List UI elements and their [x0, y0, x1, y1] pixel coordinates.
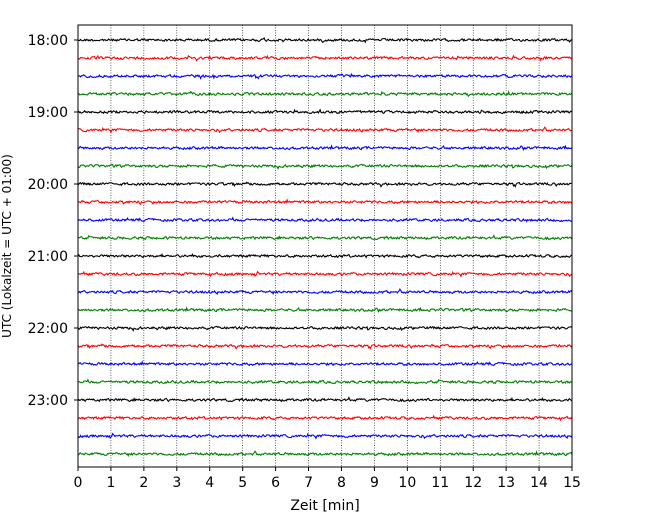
trace-2145 — [77, 306, 573, 313]
y-tick-label: 23:00 — [28, 393, 68, 409]
x-axis-label: Zeit [min] — [290, 498, 359, 514]
x-tick-label: 10 — [398, 475, 416, 491]
x-tick-label: 5 — [238, 475, 247, 491]
trace-2330 — [77, 432, 573, 440]
y-axis-label: UTC (Lokalzeit = UTC + 01:00) — [0, 154, 14, 338]
trace-1845 — [77, 90, 573, 98]
x-tick-label: 6 — [271, 475, 280, 491]
y-tick-label: 22:00 — [28, 321, 68, 337]
trace-1915 — [77, 126, 573, 134]
y-tick-label: 18:00 — [28, 33, 68, 49]
trace-1830 — [77, 72, 573, 80]
y-tick-label: 20:00 — [28, 177, 68, 193]
x-tick-label: 0 — [74, 475, 83, 491]
trace-2345 — [77, 450, 573, 458]
x-tick-label: 2 — [139, 475, 148, 491]
trace-2245 — [77, 378, 573, 385]
trace-2000 — [77, 181, 573, 189]
trace-2030 — [77, 216, 573, 223]
y-tick-label: 21:00 — [28, 249, 68, 265]
x-tick-label: 9 — [370, 475, 379, 491]
x-tick-label: 1 — [106, 475, 115, 491]
trace-1815 — [77, 54, 573, 62]
trace-2200 — [77, 325, 573, 332]
x-tick-label: 12 — [464, 475, 482, 491]
trace-2230 — [77, 360, 573, 367]
trace-2115 — [77, 270, 573, 278]
trace-2130 — [77, 288, 573, 296]
x-tick-label: 11 — [431, 475, 449, 491]
trace-layer — [77, 37, 573, 458]
x-tick-label: 15 — [563, 475, 581, 491]
plot-frame — [77, 24, 573, 468]
trace-2015 — [77, 198, 573, 205]
trace-2300 — [77, 396, 573, 403]
x-tick-label: 7 — [304, 475, 313, 491]
x-tick-label: 3 — [172, 475, 181, 491]
trace-1800 — [77, 37, 573, 44]
trace-2100 — [77, 252, 572, 259]
trace-2215 — [77, 343, 573, 351]
x-axis: 0 1 2 3 4 5 6 7 8 9 10 11 12 13 14 15 — [74, 467, 581, 491]
y-tick-label: 19:00 — [28, 105, 68, 121]
trace-1930 — [77, 144, 573, 151]
x-tick-label: 14 — [530, 475, 548, 491]
x-tick-label: 8 — [337, 475, 346, 491]
trace-2315 — [77, 414, 573, 422]
trace-1900 — [77, 108, 573, 115]
trace-2045 — [77, 234, 573, 241]
trace-1945 — [77, 163, 573, 170]
grid-lines — [110, 25, 540, 467]
y-axis: 18:00 19:00 20:00 21:00 22:00 23:00 — [28, 33, 78, 409]
x-tick-label: 4 — [205, 475, 214, 491]
x-tick-label: 13 — [497, 475, 515, 491]
